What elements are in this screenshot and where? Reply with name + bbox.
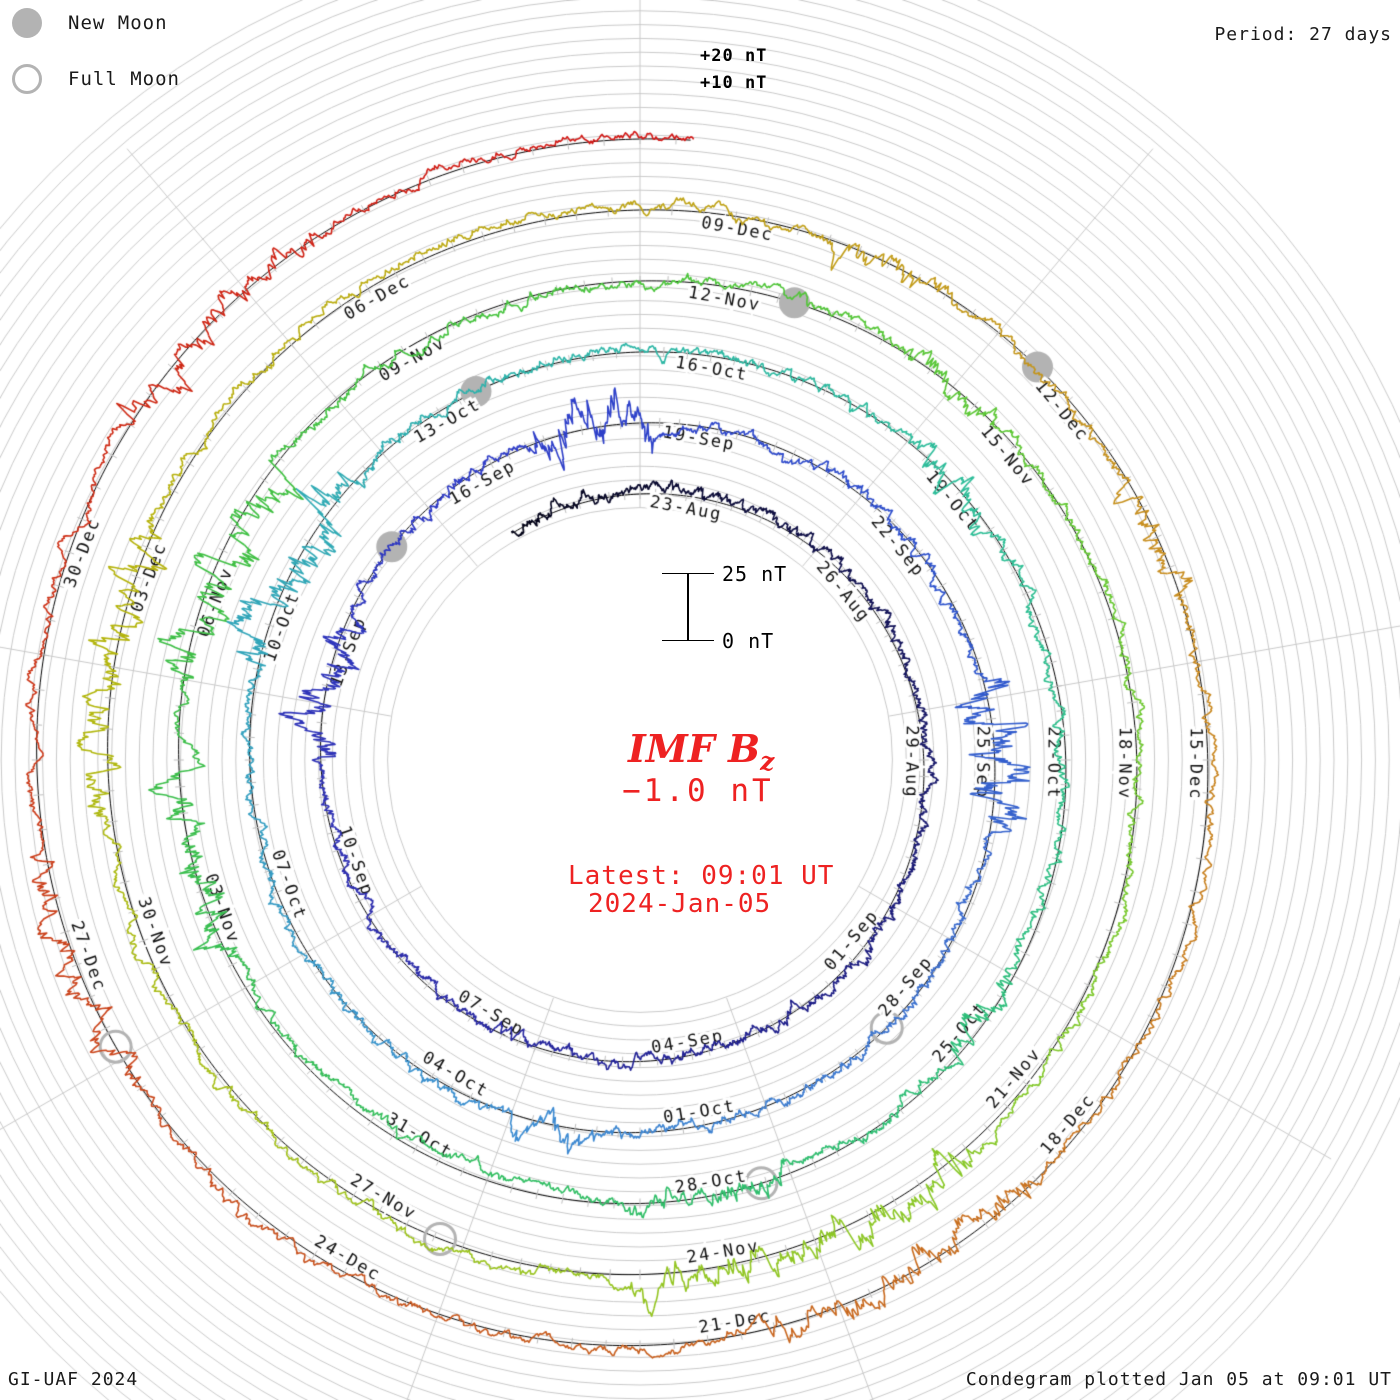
new-moon-label: New Moon xyxy=(68,12,168,34)
scalebar-line xyxy=(687,573,689,641)
legend-new-moon: New Moon xyxy=(12,8,168,38)
credit-label: GI-UAF 2024 xyxy=(8,1369,139,1390)
latest-time-line2: 2024-Jan-05 xyxy=(588,889,772,919)
latest-value: −1.0 nT xyxy=(622,773,774,809)
chart-title: IMF Bz xyxy=(628,726,908,776)
scalebar-bottom-tick xyxy=(662,640,714,641)
chart-title-main: IMF B xyxy=(628,726,761,771)
full-moon-icon xyxy=(12,64,42,94)
latest-time-line1: Latest: 09:01 UT xyxy=(568,861,835,891)
period-label: Period: 27 days xyxy=(1214,24,1392,45)
scalebar-bottom-label: 0 nT xyxy=(722,629,775,653)
chart-title-subscript: z xyxy=(760,747,775,776)
radial-scale-plus10: +10 nT xyxy=(700,73,768,93)
scalebar-top-label: 25 nT xyxy=(722,562,788,586)
full-moon-label: Full Moon xyxy=(68,68,180,90)
radial-scale-plus20: +20 nT xyxy=(700,46,768,66)
plotted-label: Condegram plotted Jan 05 at 09:01 UT xyxy=(965,1369,1392,1390)
scalebar-top-tick xyxy=(662,573,714,574)
new-moon-icon xyxy=(12,8,42,38)
legend-full-moon: Full Moon xyxy=(12,64,180,94)
